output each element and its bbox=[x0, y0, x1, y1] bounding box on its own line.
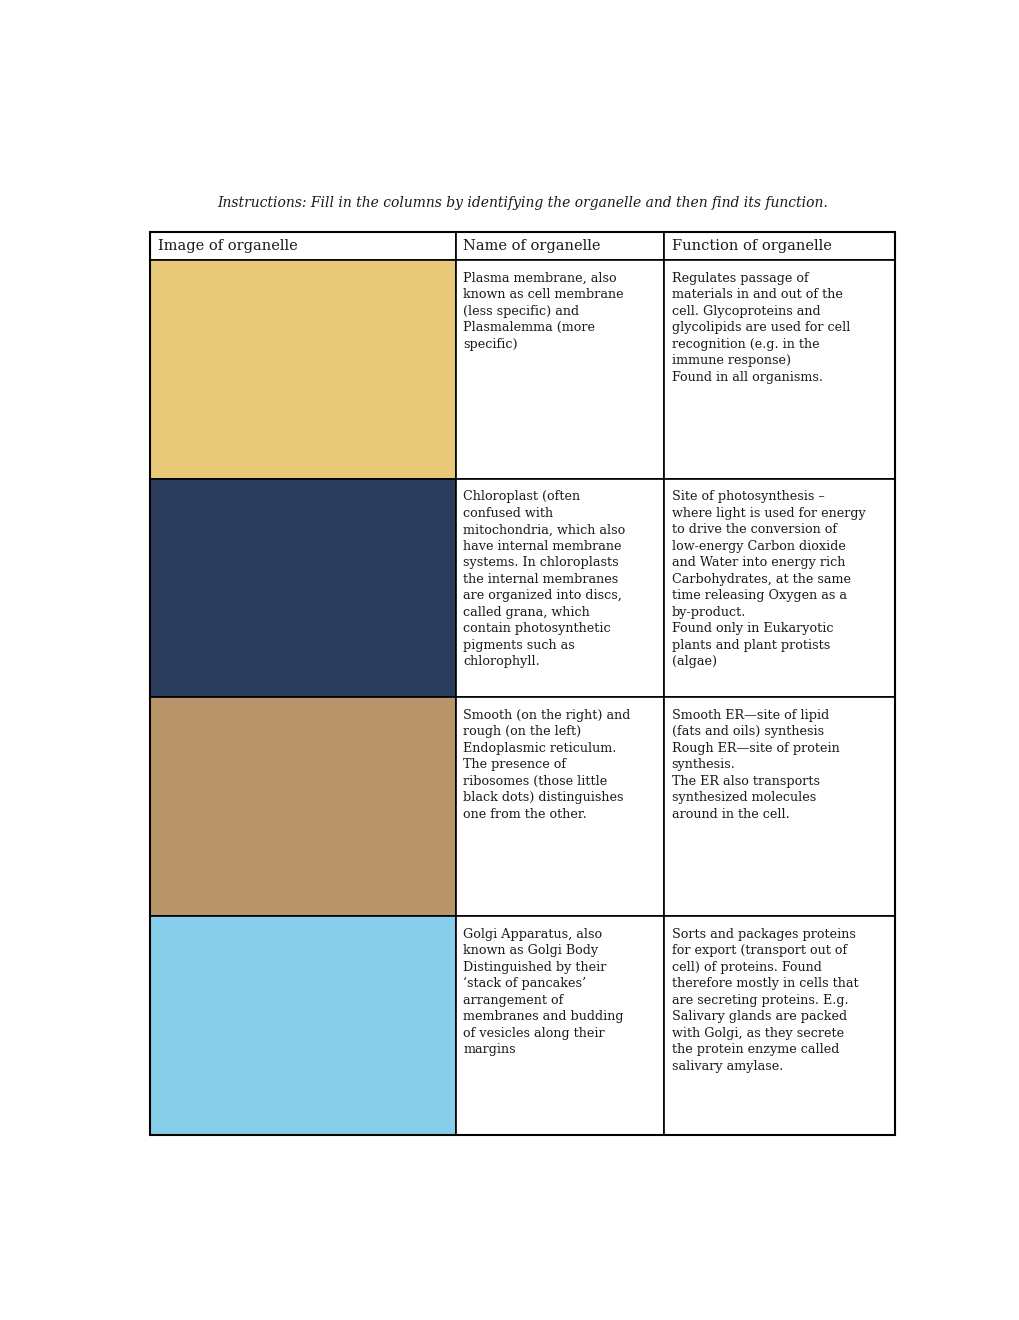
Text: Image of organelle: Image of organelle bbox=[158, 239, 298, 253]
Bar bbox=[663, 260, 894, 479]
Text: Site of photosynthesis –
where light is used for energy
to drive the conversion : Site of photosynthesis – where light is … bbox=[672, 490, 865, 668]
Text: Smooth (on the right) and
rough (on the left)
Endoplasmic reticulum.
The presenc: Smooth (on the right) and rough (on the … bbox=[463, 709, 630, 821]
Bar bbox=[455, 697, 663, 916]
Bar bbox=[150, 231, 894, 1135]
Bar bbox=[663, 916, 894, 1135]
Text: Golgi Apparatus, also
known as Golgi Body
Distinguished by their
‘stack of panca: Golgi Apparatus, also known as Golgi Bod… bbox=[463, 928, 624, 1056]
Text: Sorts and packages proteins
for export (transport out of
cell) of proteins. Foun: Sorts and packages proteins for export (… bbox=[672, 928, 858, 1073]
Bar bbox=[455, 479, 663, 697]
Text: Function of organelle: Function of organelle bbox=[672, 239, 830, 253]
Bar bbox=[663, 231, 894, 260]
Bar bbox=[150, 916, 455, 1135]
Bar bbox=[455, 231, 663, 260]
Bar bbox=[455, 916, 663, 1135]
Bar bbox=[663, 697, 894, 916]
Bar bbox=[455, 260, 663, 479]
Bar bbox=[150, 697, 455, 916]
Bar bbox=[150, 260, 455, 479]
Text: Regulates passage of
materials in and out of the
cell. Glycoproteins and
glycoli: Regulates passage of materials in and ou… bbox=[672, 272, 849, 384]
Bar bbox=[150, 479, 455, 697]
Text: Instructions: Fill in the columns by identifying the organelle and then find its: Instructions: Fill in the columns by ide… bbox=[217, 197, 827, 210]
Text: Smooth ER—site of lipid
(fats and oils) synthesis
Rough ER—site of protein
synth: Smooth ER—site of lipid (fats and oils) … bbox=[672, 709, 839, 821]
Text: Plasma membrane, also
known as cell membrane
(less specific) and
Plasmalemma (mo: Plasma membrane, also known as cell memb… bbox=[463, 272, 624, 351]
Bar bbox=[663, 479, 894, 697]
Text: Chloroplast (often
confused with
mitochondria, which also
have internal membrane: Chloroplast (often confused with mitocho… bbox=[463, 490, 625, 668]
Bar bbox=[150, 231, 455, 260]
Text: Name of organelle: Name of organelle bbox=[463, 239, 600, 253]
